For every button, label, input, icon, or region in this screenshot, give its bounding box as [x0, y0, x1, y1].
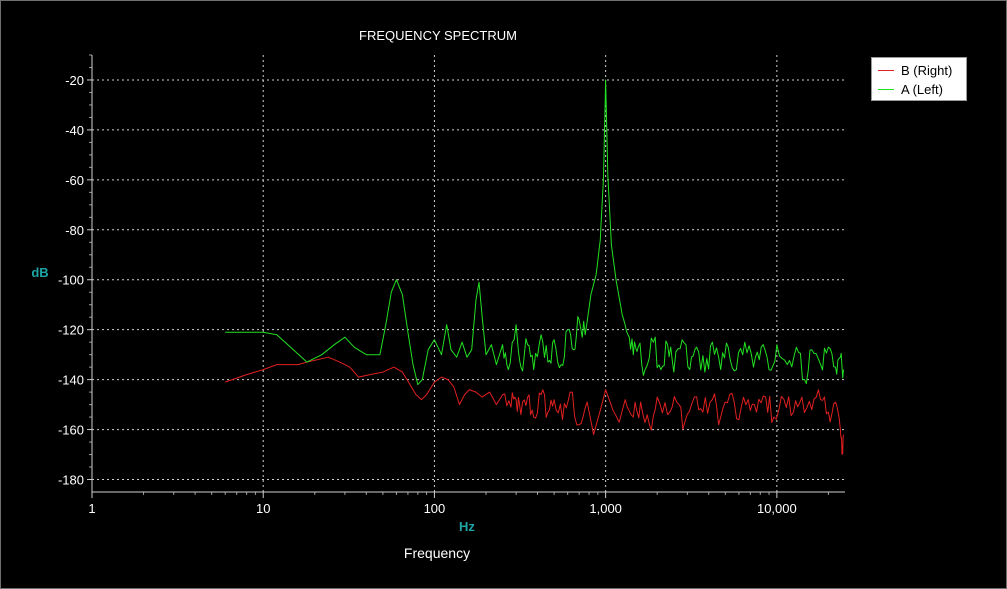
- y-tick-label: -160: [58, 423, 84, 438]
- y-tick-label: -120: [58, 323, 84, 338]
- legend-item-a-left: A (Left): [878, 80, 943, 98]
- y-tick-label: -180: [58, 473, 84, 488]
- y-tick-label: -100: [58, 273, 84, 288]
- axes: -20 -40 -60 -80 -100 -120 -140 -160 -180 1 10 100 1,…: [58, 54, 845, 516]
- legend-swatch-a-left: [878, 88, 894, 90]
- x-axis-unit-label: Hz: [459, 519, 475, 534]
- x-tick-label: 10,000: [757, 501, 797, 516]
- x-tick-label: 1: [88, 501, 95, 516]
- x-axis-label: Frequency: [404, 545, 470, 561]
- y-tick-label: -20: [65, 73, 84, 88]
- series-lines: [225, 79, 844, 455]
- y-tick-label: -40: [65, 123, 84, 138]
- grid: [92, 55, 845, 492]
- x-tick-label: 1,000: [589, 501, 622, 516]
- legend-label-a-left: A (Left): [901, 81, 943, 97]
- legend-label-b-right: B (Right): [901, 62, 953, 78]
- y-tick-label: -80: [65, 223, 84, 238]
- x-tick-label: 10: [256, 501, 270, 516]
- x-tick-label: 100: [424, 501, 446, 516]
- chart-title: FREQUENCY SPECTRUM: [359, 28, 517, 43]
- series-a-left-line: [225, 79, 844, 386]
- legend: B (Right) A (Left): [871, 57, 967, 101]
- legend-swatch-b-right: [878, 69, 894, 71]
- y-axis-label: dB: [31, 265, 48, 280]
- y-tick-label: -140: [58, 373, 84, 388]
- y-tick-label: -60: [65, 173, 84, 188]
- legend-item-b-right: B (Right): [878, 61, 952, 79]
- series-b-right-line: [225, 356, 844, 455]
